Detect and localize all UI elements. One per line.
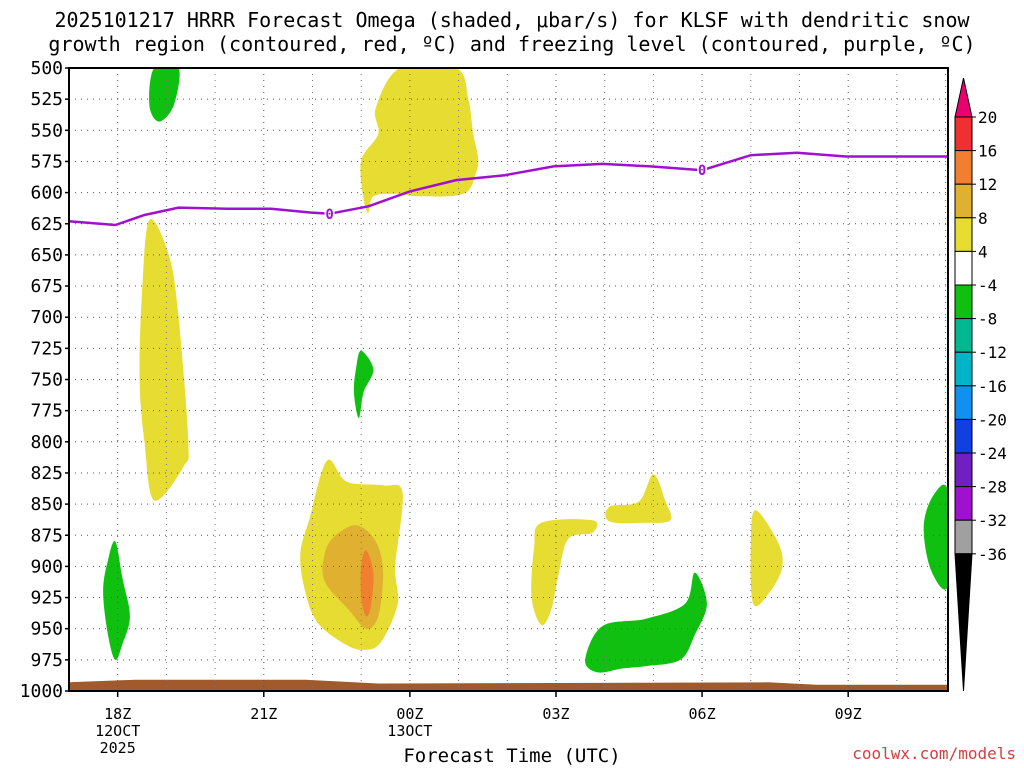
colorbar-label-8: 8 xyxy=(978,209,988,228)
y-tick-label-975: 975 xyxy=(30,650,63,671)
omega-green-right-edge xyxy=(923,484,948,590)
colorbar-label--20: -20 xyxy=(978,410,1007,429)
y-tick-label-875: 875 xyxy=(30,525,63,546)
colorbar-swatch-6 xyxy=(954,284,973,320)
y-tick-label-700: 700 xyxy=(30,307,63,328)
chart-title-line-2: growth region (contoured, red, ºC) and f… xyxy=(48,32,976,56)
colorbar-swatch-5 xyxy=(954,250,973,286)
colorbar-label--28: -28 xyxy=(978,478,1007,497)
y-tick-label-600: 600 xyxy=(30,183,63,204)
colorbar-bottom-arrow xyxy=(954,553,973,692)
x-tick-label-21Z-1: 21Z xyxy=(250,705,277,723)
freezing-level-label-bg xyxy=(697,162,708,179)
omega-green-lower-left xyxy=(103,541,130,661)
x-tick-label-00Z-2: 13OCT xyxy=(387,722,432,740)
colorbar-label-12: 12 xyxy=(978,175,997,194)
freezing-level-line xyxy=(68,151,948,227)
omega-yellow-05z xyxy=(605,474,672,524)
colorbar-swatch-8 xyxy=(954,351,973,387)
chart-title-line-1: 2025101217 HRRR Forecast Omega (shaded, … xyxy=(54,8,970,32)
colorbar-label--32: -32 xyxy=(978,511,1007,530)
y-tick-label-825: 825 xyxy=(30,463,63,484)
y-tick-label-650: 650 xyxy=(30,245,63,266)
x-tick-label-00Z-1: 00Z xyxy=(396,705,423,723)
y-tick-label-675: 675 xyxy=(30,276,63,297)
omega-yellow-03z xyxy=(531,519,598,626)
colorbar-swatch-9 xyxy=(954,385,973,420)
freezing-level-label: 0 xyxy=(325,207,333,223)
x-tick-label-09Z-1: 09Z xyxy=(835,705,862,723)
y-tick-label-625: 625 xyxy=(30,214,63,235)
y-tick-label-850: 850 xyxy=(30,494,63,515)
x-axis-label: Forecast Time (UTC) xyxy=(403,745,621,767)
x-tick-label-03Z-1: 03Z xyxy=(542,705,569,723)
y-tick-label-775: 775 xyxy=(30,401,63,422)
freezing-level-label: 0 xyxy=(698,163,706,179)
y-tick-label-950: 950 xyxy=(30,619,63,640)
colorbar-swatch-10 xyxy=(954,418,973,454)
colorbar-swatch-12 xyxy=(954,486,973,521)
y-tick-label-900: 900 xyxy=(30,556,63,577)
colorbar-label-20: 20 xyxy=(978,108,997,127)
x-tick-label-06Z-1: 06Z xyxy=(689,705,716,723)
colorbar-label--36: -36 xyxy=(978,545,1007,564)
freezing-level-label-bg xyxy=(324,205,335,222)
colorbar-label-16: 16 xyxy=(978,142,997,161)
y-tick-label-550: 550 xyxy=(30,120,63,141)
colorbar-swatch-7 xyxy=(954,318,973,353)
colorbar-swatch-13 xyxy=(954,519,973,555)
omega-green-mid xyxy=(353,350,374,419)
y-tick-label-575: 575 xyxy=(30,151,63,172)
y-tick-label-800: 800 xyxy=(30,432,63,453)
x-tick-label-18Z-1: 18Z xyxy=(104,705,131,723)
omega-green-top xyxy=(149,68,180,122)
credit-link[interactable]: coolwx.com/models xyxy=(852,744,1016,763)
colorbar-label--16: -16 xyxy=(978,377,1007,396)
omega-yellow-07z xyxy=(750,510,783,607)
colorbar-swatch-3 xyxy=(954,183,973,219)
omega-green-05z xyxy=(585,572,707,673)
colorbar-label--12: -12 xyxy=(978,343,1007,362)
ground-terrain xyxy=(69,679,948,691)
colorbar-label--8: -8 xyxy=(978,310,997,329)
omega-shading-group xyxy=(69,68,948,691)
omega-yellow-left-column xyxy=(139,219,189,501)
colorbar-swatch-11 xyxy=(954,452,973,488)
colorbar-top-arrow xyxy=(954,77,973,118)
y-tick-label-500: 500 xyxy=(30,58,63,79)
colorbar-label--24: -24 xyxy=(978,444,1007,463)
colorbar-swatch-4 xyxy=(954,217,973,252)
colorbar-label--4: -4 xyxy=(978,276,997,295)
y-tick-label-750: 750 xyxy=(30,370,63,391)
colorbar-label-4: 4 xyxy=(978,242,988,261)
y-tick-label-925: 925 xyxy=(30,588,63,609)
x-tick-label-18Z-2: 12OCT xyxy=(95,722,140,740)
colorbar-swatch-1 xyxy=(954,116,973,152)
y-tick-label-1000: 1000 xyxy=(20,681,63,702)
omega-yellow-upper-center xyxy=(360,68,479,213)
y-tick-label-725: 725 xyxy=(30,338,63,359)
y-tick-label-525: 525 xyxy=(30,89,63,110)
plot-border xyxy=(68,67,949,692)
x-tick-label-18Z-3: 2025 xyxy=(100,739,136,757)
colorbar-swatch-2 xyxy=(954,150,973,185)
